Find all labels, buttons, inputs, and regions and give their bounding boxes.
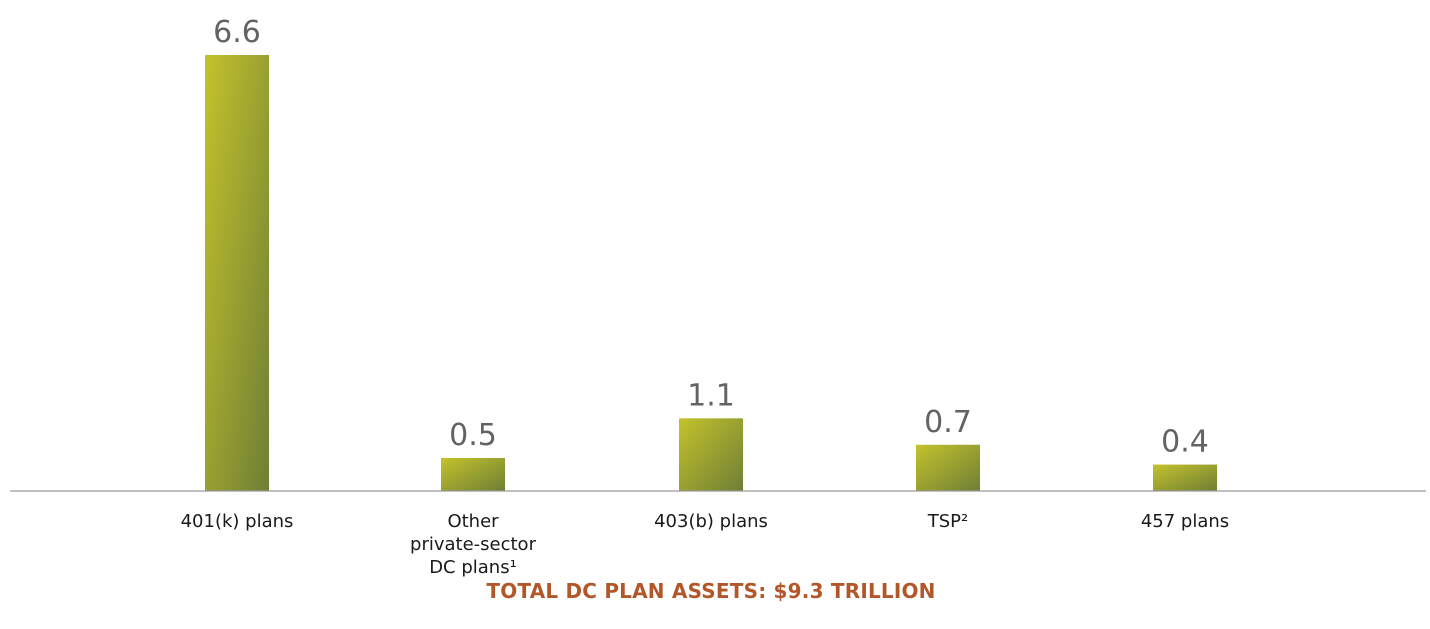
bars: 6.6 0.5 1.1 0.7 0.4 <box>205 15 1217 491</box>
bar-value-label-2: 1.1 <box>687 378 735 413</box>
bar-4 <box>1153 465 1217 491</box>
category-label-0-line-0: 401(k) plans <box>181 511 294 532</box>
category-label-1-line-1: private-sector <box>410 534 537 555</box>
category-label-2-line-0: 403(b) plans <box>654 511 768 532</box>
bar-value-label-1: 0.5 <box>449 418 497 453</box>
category-label-1-line-2: DC plans¹ <box>429 557 517 578</box>
bar-value-label-3: 0.7 <box>924 405 972 440</box>
bar-value-label-0: 6.6 <box>213 15 261 50</box>
total-assets-caption: TOTAL DC PLAN ASSETS: $9.3 TRILLION <box>486 579 935 603</box>
bar-3 <box>916 445 980 491</box>
bar-0 <box>205 55 269 491</box>
bar-value-label-4: 0.4 <box>1161 425 1209 460</box>
bar-1 <box>441 458 505 491</box>
bar-2 <box>679 418 743 491</box>
category-label-1-line-0: Other <box>447 511 499 532</box>
category-label-4-line-0: 457 plans <box>1141 511 1229 532</box>
category-label-3-line-0: TSP² <box>927 511 969 532</box>
